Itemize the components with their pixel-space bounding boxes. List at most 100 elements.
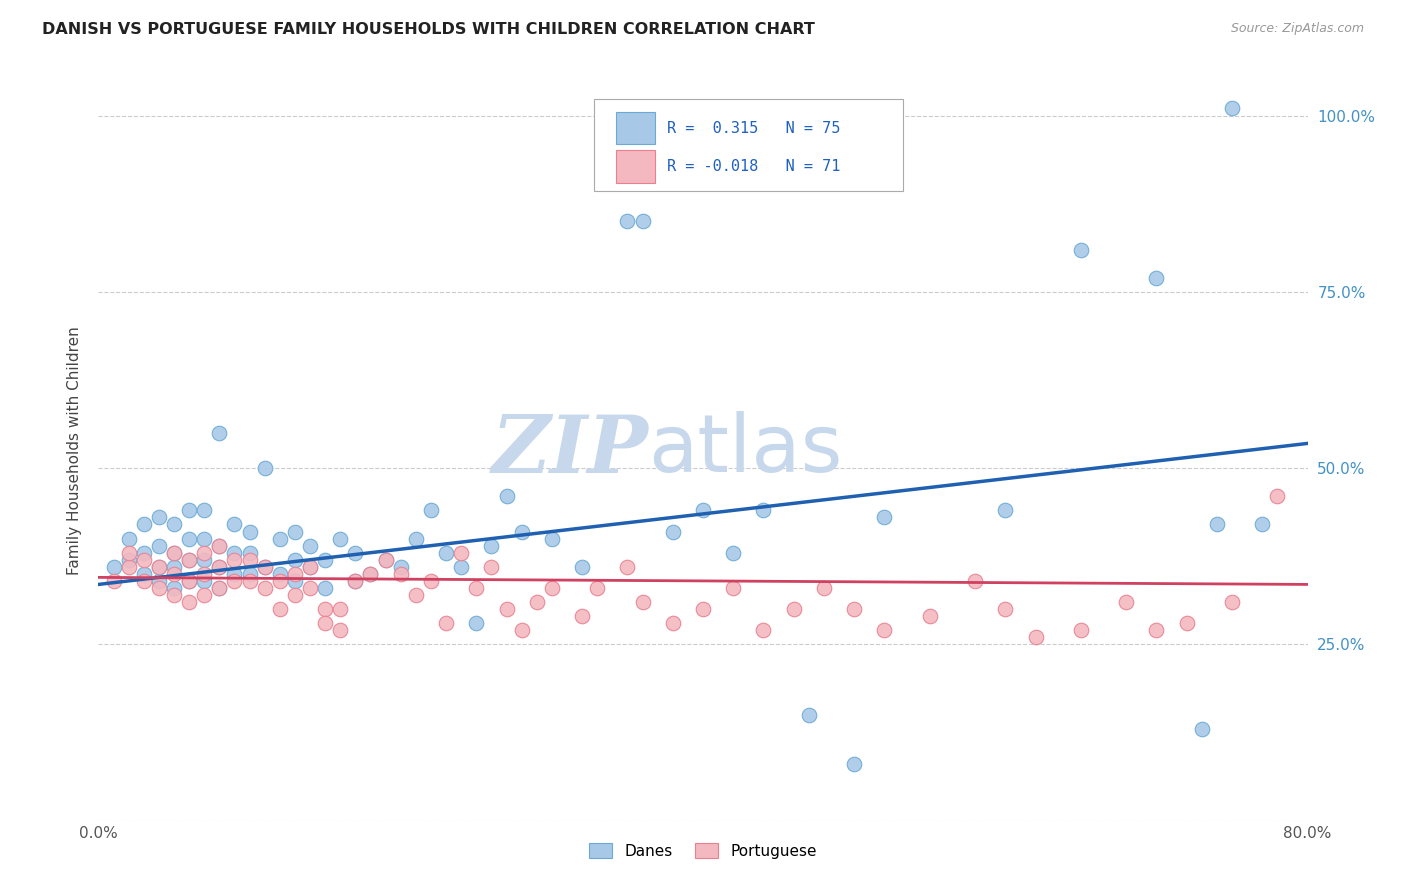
- Point: [208, 539, 231, 553]
- Point: [314, 553, 336, 567]
- Point: [103, 559, 125, 574]
- Point: [510, 624, 533, 638]
- Point: [723, 581, 745, 595]
- FancyBboxPatch shape: [595, 99, 903, 191]
- Point: [224, 517, 246, 532]
- Point: [965, 574, 987, 588]
- Legend: Danes, Portuguese: Danes, Portuguese: [583, 837, 823, 865]
- Point: [1070, 243, 1092, 257]
- Point: [148, 581, 170, 595]
- Point: [526, 595, 548, 609]
- Point: [571, 559, 593, 574]
- Point: [374, 553, 396, 567]
- Point: [783, 602, 806, 616]
- Point: [1251, 517, 1274, 532]
- Point: [132, 553, 155, 567]
- Point: [208, 581, 231, 595]
- Point: [132, 574, 155, 588]
- Point: [314, 616, 336, 631]
- Point: [148, 559, 170, 574]
- Point: [163, 546, 186, 560]
- Point: [193, 553, 215, 567]
- Point: [193, 546, 215, 560]
- Point: [631, 595, 654, 609]
- Point: [1220, 595, 1243, 609]
- Point: [450, 559, 472, 574]
- Text: Source: ZipAtlas.com: Source: ZipAtlas.com: [1230, 22, 1364, 36]
- Point: [918, 609, 941, 624]
- Point: [179, 553, 201, 567]
- Point: [148, 539, 170, 553]
- Point: [179, 503, 201, 517]
- Point: [132, 546, 155, 560]
- Point: [118, 532, 141, 546]
- Point: [420, 503, 443, 517]
- Point: [239, 566, 262, 581]
- Point: [586, 581, 609, 595]
- Point: [616, 559, 638, 574]
- Point: [179, 595, 201, 609]
- Point: [284, 524, 307, 539]
- Point: [540, 581, 562, 595]
- Point: [495, 602, 517, 616]
- Point: [481, 539, 503, 553]
- Point: [540, 532, 562, 546]
- Point: [284, 574, 307, 588]
- Point: [284, 566, 307, 581]
- Point: [314, 581, 336, 595]
- Point: [163, 517, 186, 532]
- Point: [299, 559, 322, 574]
- Point: [1220, 102, 1243, 116]
- Text: ZIP: ZIP: [492, 412, 648, 489]
- Point: [1115, 595, 1137, 609]
- Point: [118, 546, 141, 560]
- Point: [844, 602, 866, 616]
- Point: [844, 757, 866, 772]
- Point: [224, 553, 246, 567]
- Point: [224, 574, 246, 588]
- Point: [344, 574, 367, 588]
- Point: [692, 602, 714, 616]
- Point: [1175, 616, 1198, 631]
- Text: DANISH VS PORTUGUESE FAMILY HOUSEHOLDS WITH CHILDREN CORRELATION CHART: DANISH VS PORTUGUESE FAMILY HOUSEHOLDS W…: [42, 22, 815, 37]
- Point: [179, 574, 201, 588]
- Point: [873, 624, 896, 638]
- Point: [616, 214, 638, 228]
- Point: [163, 581, 186, 595]
- Point: [239, 574, 262, 588]
- Point: [253, 559, 276, 574]
- Point: [163, 566, 186, 581]
- Point: [208, 539, 231, 553]
- Point: [873, 510, 896, 524]
- Point: [314, 602, 336, 616]
- Point: [299, 539, 322, 553]
- Point: [224, 566, 246, 581]
- Point: [208, 559, 231, 574]
- Point: [253, 581, 276, 595]
- Point: [510, 524, 533, 539]
- Point: [193, 532, 215, 546]
- Point: [344, 574, 367, 588]
- Point: [752, 503, 775, 517]
- Point: [465, 581, 488, 595]
- Point: [163, 546, 186, 560]
- Point: [420, 574, 443, 588]
- Point: [661, 524, 683, 539]
- Point: [253, 461, 276, 475]
- Point: [1144, 624, 1167, 638]
- Point: [481, 559, 503, 574]
- Point: [994, 503, 1017, 517]
- Point: [299, 581, 322, 595]
- Point: [269, 602, 291, 616]
- Point: [208, 559, 231, 574]
- Point: [179, 574, 201, 588]
- Point: [631, 214, 654, 228]
- Point: [132, 566, 155, 581]
- Point: [661, 616, 683, 631]
- Point: [193, 574, 215, 588]
- Point: [405, 532, 427, 546]
- Point: [299, 559, 322, 574]
- Point: [329, 624, 352, 638]
- Point: [148, 510, 170, 524]
- Point: [148, 574, 170, 588]
